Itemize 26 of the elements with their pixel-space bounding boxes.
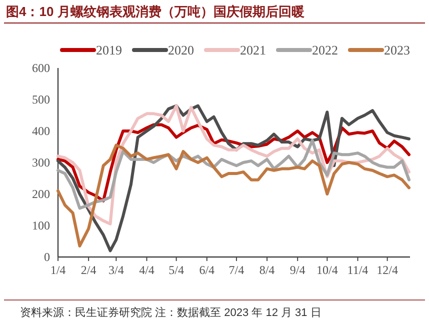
legend-label: 2023 — [384, 42, 410, 58]
x-tick-label: 4/4 — [139, 263, 154, 277]
y-tick-label: 400 — [32, 124, 50, 138]
x-tick-label: 10/4 — [316, 263, 338, 277]
legend-label: 2022 — [312, 42, 338, 58]
chart-title: 图4：10 月螺纹钢表观消费（万吨）国庆假期后回暖 — [6, 4, 304, 19]
legend-label: 2020 — [168, 42, 194, 58]
x-tick-label: 12/4 — [376, 263, 398, 277]
y-tick-label: 300 — [32, 156, 50, 170]
x-tick-label: 11/4 — [347, 263, 368, 277]
x-tick-label: 5/4 — [168, 263, 184, 277]
y-tick-label: 500 — [32, 92, 50, 106]
y-tick-label: 200 — [32, 187, 50, 201]
x-tick-label: 7/4 — [228, 263, 244, 277]
text: 资料来源：民生证券研究院 注：数据截至 2023 年 12 月 31 日 — [20, 306, 322, 319]
legend-label: 2019 — [96, 42, 122, 58]
x-tick-label: 9/4 — [290, 263, 306, 277]
y-tick-label: 600 — [32, 61, 50, 75]
legend-label: 2021 — [240, 42, 266, 58]
x-tick-label: 6/4 — [199, 263, 215, 277]
x-tick-label: 8/4 — [259, 263, 275, 277]
y-tick-label: 100 — [32, 218, 50, 232]
x-tick-label: 2/4 — [80, 263, 96, 277]
x-tick-label: 1/4 — [50, 263, 66, 277]
x-tick-label: 3/4 — [108, 263, 124, 277]
y-tick-label: 0 — [44, 250, 50, 264]
